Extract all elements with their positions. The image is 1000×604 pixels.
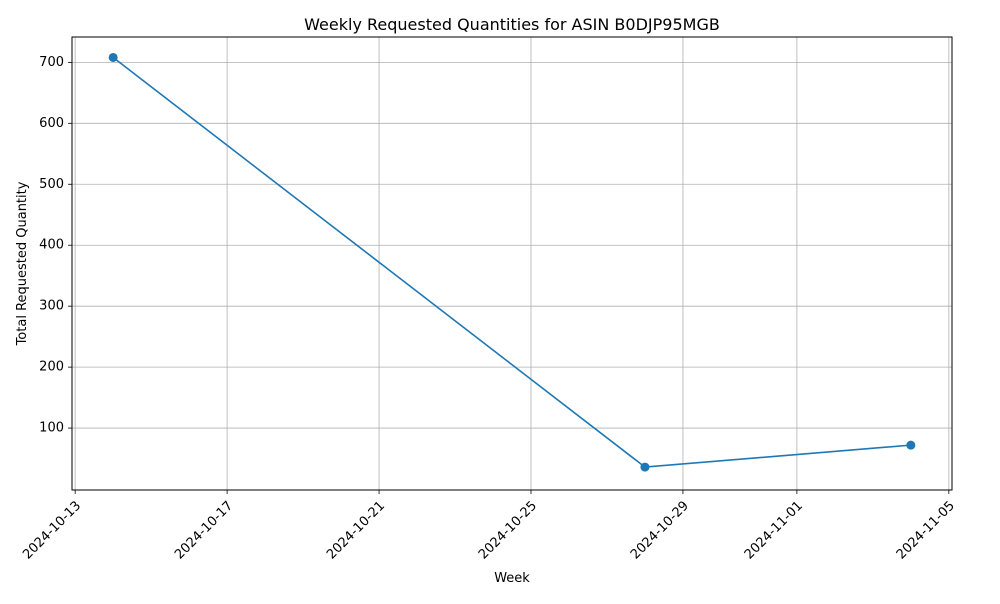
y-tick-label: 200 [39, 360, 64, 375]
y-axis-label: Total Requested Quantity [15, 181, 30, 346]
data-point [108, 52, 118, 62]
y-tick-label: 400 [39, 238, 64, 253]
data-point [640, 462, 650, 472]
y-tick-label: 500 [39, 177, 64, 192]
y-tick-label: 100 [39, 421, 64, 436]
y-tick-label: 300 [39, 299, 64, 314]
data-point [906, 440, 916, 450]
y-tick-label: 600 [39, 116, 64, 131]
x-axis-label: Week [494, 571, 530, 586]
y-tick-label: 700 [39, 55, 64, 70]
plot-area-frame [71, 36, 953, 491]
series [108, 52, 916, 472]
chart-title: Weekly Requested Quantities for ASIN B0D… [304, 15, 720, 34]
grid [72, 37, 952, 490]
